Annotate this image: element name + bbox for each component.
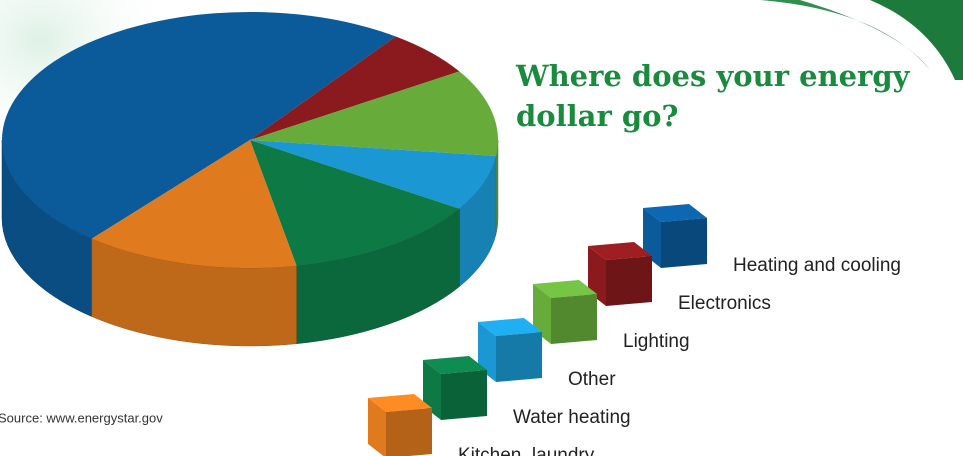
pie-slice: [250, 36, 460, 140]
legend-cube-side: [661, 218, 707, 268]
legend-label: Other: [568, 369, 616, 390]
legend-cube-side: [496, 332, 542, 382]
legend-cube-top: [423, 356, 487, 374]
legend-cube-top: [478, 318, 542, 336]
pie-slice: [2, 12, 396, 239]
legend-cube-top: [643, 204, 707, 222]
pie-slice: [250, 140, 497, 209]
legend-cube-side: [551, 294, 597, 344]
source: Source: www.energystar.gov: [0, 410, 163, 425]
pie-slice: [91, 140, 297, 268]
swoosh: [870, 0, 963, 80]
pie: [1, 12, 499, 347]
legend-label: Electronics: [678, 293, 771, 314]
pie-slice: [250, 71, 498, 157]
legend-cube-top: [368, 394, 432, 412]
legend-label: Heating and cooling: [733, 255, 901, 276]
pie-slice: [250, 140, 460, 266]
chart-title: Where does your energy dollar go?: [516, 59, 910, 133]
legend-cube-side: [606, 256, 652, 306]
legend-cube-top: [588, 242, 652, 260]
legend-cube-side: [441, 370, 487, 420]
legend-cube-side: [386, 408, 432, 456]
legend-cube-top: [533, 280, 597, 298]
legend-label: Lighting: [623, 331, 690, 352]
legend-label: Water heating: [513, 407, 631, 428]
legend: Heating and cooling Electronics Lighting Ot…: [368, 204, 901, 456]
legend-label: Kitchen, laundry: [458, 445, 595, 456]
legend-cube-front: [368, 398, 386, 456]
